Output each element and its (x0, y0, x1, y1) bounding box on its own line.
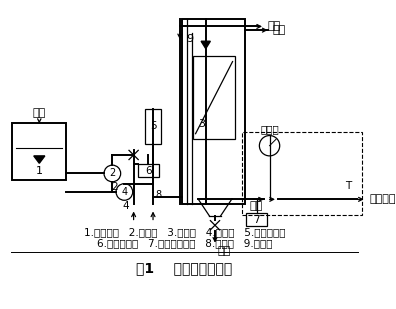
Text: 9: 9 (187, 34, 194, 44)
Text: 7: 7 (253, 215, 260, 225)
Text: 6: 6 (145, 166, 152, 176)
Text: 接水龙头: 接水龙头 (369, 194, 396, 204)
Polygon shape (201, 41, 210, 49)
Text: 8: 8 (155, 190, 161, 200)
Bar (145, 109, 161, 144)
Bar (182, 19, 245, 204)
Text: T: T (345, 181, 351, 191)
Text: 6.液位自控仪   7.出水自控装置   8.减压阀   9.反应器: 6.液位自控仪 7.出水自控装置 8.减压阀 9.反应器 (97, 238, 272, 248)
Text: 压力表: 压力表 (260, 124, 279, 134)
Bar (193, 56, 235, 139)
Text: 1: 1 (36, 166, 43, 176)
Bar (138, 164, 158, 177)
Text: 溢流: 溢流 (272, 25, 286, 35)
Text: 2: 2 (111, 182, 118, 192)
Text: 取样: 取样 (218, 246, 231, 256)
Text: 2: 2 (109, 168, 116, 179)
Bar (13, 123, 66, 180)
Text: 4: 4 (123, 201, 129, 211)
Text: 5: 5 (150, 121, 156, 131)
Text: 图1    试验装置及流程: 图1 试验装置及流程 (136, 262, 232, 276)
Polygon shape (34, 156, 45, 163)
Bar (242, 132, 362, 215)
Text: 污水: 污水 (33, 108, 46, 118)
Text: 1.调节水箱   2.进水泵   3.膜组件   4.空压机   5.气体流量计: 1.调节水箱 2.进水泵 3.膜组件 4.空压机 5.气体流量计 (84, 227, 285, 237)
Text: 出水: 出水 (250, 201, 263, 211)
Bar (246, 213, 267, 226)
Text: 溢流: 溢流 (268, 21, 281, 32)
Text: 3: 3 (198, 120, 206, 129)
Text: 4: 4 (121, 187, 128, 197)
